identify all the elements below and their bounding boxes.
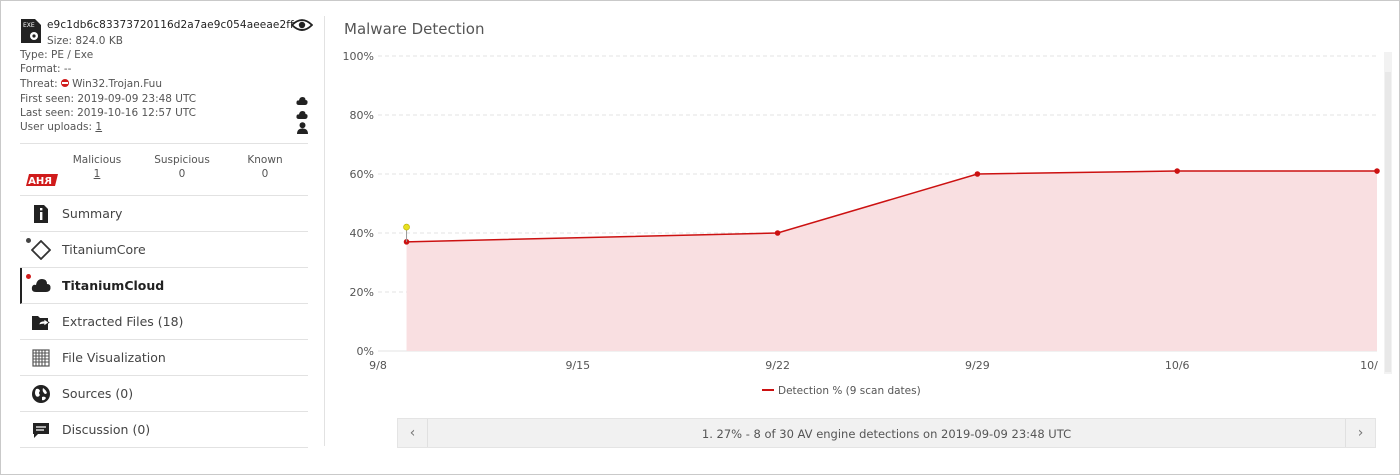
file-hash[interactable]: e9c1db6c83373720116d2a7ae9c054aeeae2ff <box>47 19 294 31</box>
threat-name[interactable]: Win32.Trojan.Fuu <box>72 78 162 90</box>
sidebar-nav: Summary TitaniumCore TitaniumCloud Extra… <box>20 196 308 448</box>
next-button[interactable]: › <box>1345 419 1375 447</box>
file-info: EXE e9c1db6c83373720116d2a7ae9c054aeeae2… <box>20 12 313 142</box>
scan-pager: ‹ 1. 27% - 8 of 30 AV engine detections … <box>397 418 1376 448</box>
stat-suspicious-value: 0 <box>178 168 186 180</box>
detection-chart: 0% 20% 40% 60% 80% 100% 9/8 9/15 9/22 9/29 10/6 10… <box>343 50 1380 372</box>
selected-scan-marker[interactable] <box>403 223 410 231</box>
y-tick-label: 60% <box>350 168 374 181</box>
data-points <box>403 168 1380 245</box>
folder-extract-icon <box>32 316 50 330</box>
threat-icon <box>61 79 70 87</box>
scan-summary: 1. 27% - 8 of 30 AV engine detections on… <box>701 427 1072 441</box>
legend-label: Detection % (9 scan dates) <box>778 385 921 397</box>
x-tick-label: 10/6 <box>1165 359 1190 372</box>
chart-title: Malware Detection <box>344 20 485 38</box>
status-dot <box>26 238 31 243</box>
diamond-icon <box>31 240 51 260</box>
x-tick-label: 10/ <box>1360 359 1378 372</box>
sidebar-item-summary[interactable]: Summary <box>20 196 308 232</box>
cloud-icon <box>31 279 51 292</box>
data-point[interactable] <box>1374 168 1380 174</box>
stat-malicious-value[interactable]: 1 <box>93 168 101 180</box>
threat-label: Threat: <box>20 78 58 90</box>
info-icon <box>34 205 48 223</box>
stat-suspicious-label: Suspicious <box>154 154 210 166</box>
detection-area <box>406 171 1377 351</box>
stat-malicious-label: Malicious <box>72 154 122 166</box>
x-axis-ticks: 9/8 9/15 9/22 9/29 10/6 10/ <box>369 359 1378 372</box>
sidebar-item-titaniumcloud[interactable]: TitaniumCloud <box>20 268 308 304</box>
file-type: Type: PE / Exe <box>20 49 94 61</box>
chat-icon <box>33 423 49 438</box>
panel-divider <box>324 16 325 446</box>
y-tick-label: 20% <box>350 286 374 299</box>
sidebar-item-discussion[interactable]: Discussion (0) <box>20 412 308 448</box>
user-uploads-value[interactable]: 1 <box>95 121 103 133</box>
file-format: Format: -- <box>20 63 72 75</box>
stat-known: Known 0 <box>242 154 288 180</box>
y-tick-label: 80% <box>350 109 374 122</box>
sidebar-item-sources[interactable]: Sources (0) <box>20 376 308 412</box>
x-tick-label: 9/22 <box>765 359 790 372</box>
y-tick-label: 40% <box>350 227 374 240</box>
y-tick-label: 100% <box>343 50 374 63</box>
x-tick-label: 9/29 <box>965 359 990 372</box>
exe-file-icon: EXE <box>21 19 41 43</box>
status-dot <box>26 274 31 279</box>
chart-legend[interactable]: Detection % (9 scan dates) <box>762 385 921 397</box>
x-tick-label: 9/15 <box>565 359 590 372</box>
y-tick-label: 0% <box>357 345 374 358</box>
legend-swatch <box>762 389 774 391</box>
data-point[interactable] <box>774 230 781 236</box>
user-uploads-label: User uploads: <box>20 121 93 133</box>
user-icon <box>297 122 308 134</box>
rha-logo: RHA <box>26 174 58 187</box>
stat-suspicious: Suspicious 0 <box>152 154 212 180</box>
eye-icon[interactable] <box>291 17 313 33</box>
globe-icon <box>32 385 50 403</box>
stat-known-value: 0 <box>261 168 269 180</box>
divider <box>20 195 308 196</box>
sidebar-item-titaniumcore[interactable]: TitaniumCore <box>20 232 308 268</box>
divider <box>20 143 308 144</box>
svg-text:EXE: EXE <box>23 22 35 29</box>
stat-known-label: Known <box>247 154 283 166</box>
data-point[interactable] <box>1174 168 1180 174</box>
x-tick-label: 9/8 <box>369 359 387 372</box>
file-size: Size: 824.0 KB <box>47 35 123 47</box>
sidebar-item-extracted-files[interactable]: Extracted Files (18) <box>20 304 308 340</box>
scrollbar-thumb[interactable] <box>1385 72 1391 372</box>
y-axis-ticks: 0% 20% 40% 60% 80% 100% <box>343 50 374 358</box>
user-uploads: User uploads: 1 <box>20 121 102 133</box>
cloud-icon <box>296 111 308 119</box>
sidebar: EXE e9c1db6c83373720116d2a7ae9c054aeeae2… <box>20 12 313 448</box>
cloud-icon <box>296 97 308 105</box>
classification-stats: RHA Malicious 1 Suspicious 0 Known 0 <box>20 154 308 200</box>
chart-scrollbar[interactable] <box>1384 52 1392 374</box>
threat-line: Threat: Win32.Trojan.Fuu <box>20 78 162 90</box>
sidebar-item-file-visualization[interactable]: File Visualization <box>20 340 308 376</box>
svg-text:RHA: RHA <box>28 176 52 187</box>
first-seen: First seen: 2019-09-09 23:48 UTC <box>20 93 197 105</box>
data-point[interactable] <box>974 171 981 177</box>
stat-malicious: Malicious 1 <box>72 154 122 180</box>
prev-button[interactable]: ‹ <box>398 419 428 447</box>
grid-icon <box>32 349 50 367</box>
last-seen: Last seen: 2019-10-16 12:57 UTC <box>20 107 196 119</box>
